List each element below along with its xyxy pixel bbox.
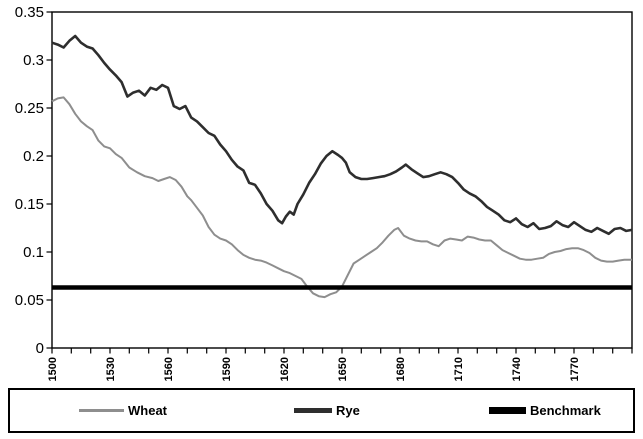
legend-label-rye: Rye bbox=[336, 403, 360, 418]
y-tick-label: 0.05 bbox=[15, 292, 44, 309]
chart-svg: 0 0.05 0.1 0.15 0.2 0.25 0.3 0.35 1500 1530 1560 15… bbox=[15, 4, 633, 381]
y-tick-label: 0.1 bbox=[23, 244, 44, 261]
legend-item-benchmark: Benchmark bbox=[489, 390, 601, 431]
wheat-line-swatch bbox=[79, 409, 124, 412]
x-tick-label: 1560 bbox=[163, 357, 175, 381]
plot-border bbox=[51, 11, 633, 349]
legend-item-wheat: Wheat bbox=[79, 390, 167, 431]
x-tick-label: 1680 bbox=[395, 357, 407, 381]
benchmark-line-swatch bbox=[489, 407, 526, 414]
x-tick-label: 1710 bbox=[453, 357, 465, 381]
x-tick-label: 1530 bbox=[105, 357, 117, 381]
x-tick-label: 1590 bbox=[221, 357, 233, 381]
x-tick-label: 1620 bbox=[279, 357, 291, 381]
y-tick-label: 0.2 bbox=[23, 148, 44, 165]
rye-line-swatch bbox=[294, 408, 332, 413]
x-tick-label: 1770 bbox=[569, 357, 581, 381]
y-tick-label: 0.25 bbox=[15, 100, 44, 117]
x-tick-label: 1740 bbox=[511, 357, 523, 381]
x-tick-label: 1650 bbox=[337, 357, 349, 381]
y-tick-label: 0.3 bbox=[23, 52, 44, 69]
series-line-wheat bbox=[51, 96, 632, 299]
y-tick-label: 0.35 bbox=[15, 4, 44, 21]
legend-label-benchmark: Benchmark bbox=[530, 403, 601, 418]
legend-item-rye: Rye bbox=[294, 390, 360, 431]
series-line-rye bbox=[51, 34, 633, 236]
y-tick-label: 0 bbox=[36, 340, 44, 357]
y-tick-label: 0.15 bbox=[15, 196, 44, 213]
legend-label-wheat: Wheat bbox=[128, 403, 167, 418]
x-tick-label: 1500 bbox=[47, 357, 59, 381]
legend-box: Wheat Rye Benchmark bbox=[8, 388, 635, 433]
